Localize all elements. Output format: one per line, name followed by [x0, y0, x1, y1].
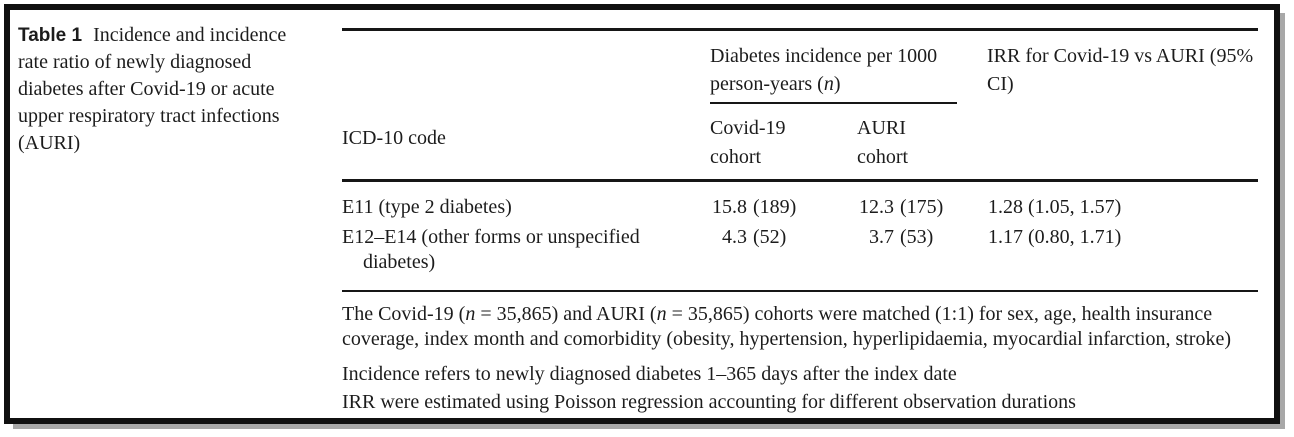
- table-row-auri-cell: 3.7 (53): [869, 226, 934, 248]
- italic-n: n: [465, 303, 476, 325]
- spanner-column-header: Diabetes incidence per 1000 person-years…: [710, 42, 980, 98]
- header-bottom-rule: [342, 179, 1258, 182]
- footnote-incidence: Incidence refers to newly diagnosed diab…: [342, 363, 957, 385]
- icd-column-header: ICD-10 code: [342, 127, 446, 149]
- footnote-irr: IRR were estimated using Poisson regress…: [342, 391, 1076, 413]
- table-row-irr-cell: 1.28 (1.05, 1.57): [988, 196, 1122, 218]
- italic-n: n: [823, 73, 834, 95]
- caption-line: diabetes after Covid-19 or acute: [18, 78, 275, 100]
- italic-n: n: [656, 303, 667, 325]
- irr-column-header: IRR for Covid-19 vs AURI (95% CI): [987, 42, 1272, 98]
- table-row-covid-cell: 4.3 (52): [722, 226, 787, 248]
- table-row-icd-cell: E11 (type 2 diabetes): [342, 196, 512, 218]
- irr-header-line1: IRR for Covid-19 vs AURI (95%: [987, 45, 1254, 67]
- table-row-irr-cell: 1.17 (0.80, 1.71): [988, 226, 1122, 248]
- page-border-frame: [4, 4, 1280, 424]
- table-row-icd-cell: E12–E14 (other forms or unspecified diab…: [342, 226, 640, 273]
- caption-line: Table 1 Incidence and incidence: [18, 22, 333, 49]
- caption-line: (AURI): [18, 132, 81, 154]
- spanner-rule: [710, 102, 957, 104]
- caption-text: Incidence and incidence: [93, 24, 287, 46]
- covid-cohort-column-header: Covid-19 cohort: [710, 117, 786, 168]
- table-number-label: Table 1: [18, 25, 83, 46]
- spanner-header-line1: Diabetes incidence per 1000: [710, 45, 938, 67]
- footnote-matching: The Covid-19 (n = 35,865) and AURI (n = …: [342, 303, 1231, 350]
- irr-header-line2: CI): [987, 73, 1014, 95]
- table-row-covid-cell: 15.8 (189): [712, 196, 797, 218]
- table-bottom-rule: [342, 290, 1258, 292]
- spanner-header-line2: person-years (n): [710, 73, 841, 95]
- caption-line: upper respiratory tract infections: [18, 105, 280, 127]
- table-row-auri-cell: 12.3 (175): [859, 196, 944, 218]
- table-top-rule: [342, 28, 1258, 31]
- auri-cohort-column-header: AURI cohort: [857, 117, 909, 168]
- caption-line: rate ratio of newly diagnosed: [18, 51, 252, 73]
- table-caption: Table 1 Incidence and incidence rate rati…: [18, 22, 333, 157]
